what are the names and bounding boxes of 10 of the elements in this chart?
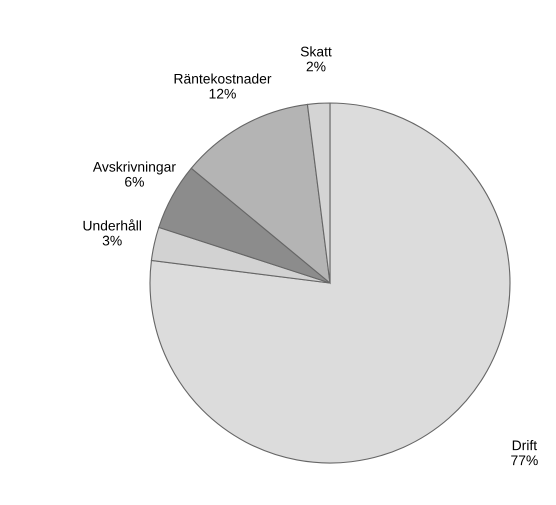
- slice-label: Skatt: [300, 46, 332, 56]
- data-label: 77%: [511, 455, 538, 466]
- slice-label: Drift: [512, 440, 538, 450]
- slice-label: Underhåll: [84, 219, 141, 231]
- data-label: 2%: [306, 62, 326, 72]
- slice-label: Räntekostnader: [174, 73, 272, 84]
- slice-label: Avskrivningar: [92, 162, 176, 174]
- data-label: 3%: [102, 236, 122, 246]
- data-label: 12%: [210, 88, 236, 99]
- data-label: 6%: [125, 176, 144, 187]
